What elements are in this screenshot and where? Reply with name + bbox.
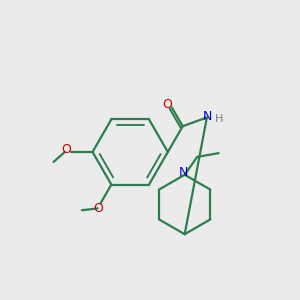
- Text: O: O: [94, 202, 103, 215]
- Text: N: N: [179, 166, 188, 179]
- Text: H: H: [214, 114, 223, 124]
- Text: O: O: [61, 142, 71, 155]
- Text: N: N: [203, 110, 213, 123]
- Text: O: O: [162, 98, 172, 111]
